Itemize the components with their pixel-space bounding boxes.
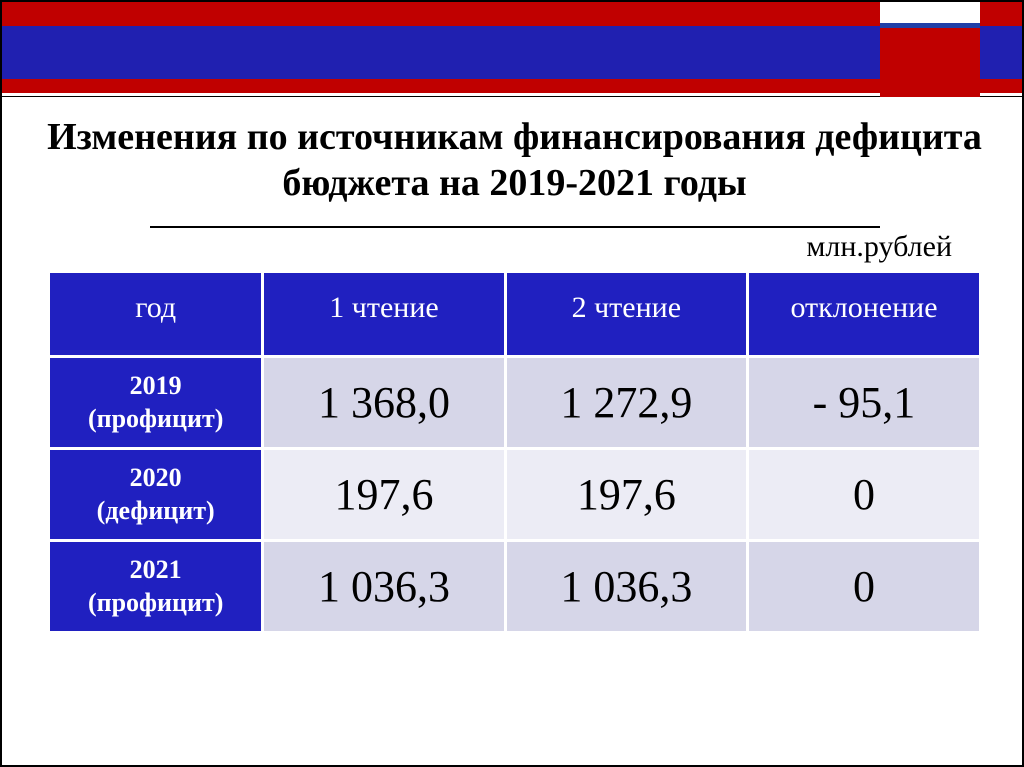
accent-red-block [880, 28, 980, 97]
cell-2021-r1: 1 036,3 [263, 541, 505, 633]
budget-table: год 1 чтение 2 чтение отклонение 2019 (п… [47, 270, 982, 634]
banner-red-bottom [2, 79, 1022, 93]
content-area: Изменения по источникам финансирования д… [2, 97, 1022, 664]
col-header-reading1: 1 чтение [263, 272, 505, 357]
unit-label: млн.рублей [47, 230, 982, 264]
slide-container: Изменения по источникам финансирования д… [0, 0, 1024, 767]
col-header-year: год [49, 272, 263, 357]
table-row: 2020 (дефицит) 197,6 197,6 0 [49, 449, 981, 541]
banner-blue-mid [2, 26, 1022, 79]
row-note: (профицит) [88, 588, 223, 617]
cell-2021-r2: 1 036,3 [505, 541, 747, 633]
cell-2020-r2: 197,6 [505, 449, 747, 541]
page-title: Изменения по источникам финансирования д… [47, 115, 982, 206]
unit-wrap: млн.рублей [47, 226, 982, 264]
row-label-2021: 2021 (профицит) [49, 541, 263, 633]
table-row: 2019 (профицит) 1 368,0 1 272,9 - 95,1 [49, 357, 981, 449]
table-header-row: год 1 чтение 2 чтение отклонение [49, 272, 981, 357]
row-label-2019: 2019 (профицит) [49, 357, 263, 449]
cell-2019-dev: - 95,1 [747, 357, 980, 449]
row-note: (профицит) [88, 404, 223, 433]
row-year: 2021 [130, 555, 182, 584]
banner-accent [880, 2, 980, 97]
row-label-2020: 2020 (дефицит) [49, 449, 263, 541]
table-row: 2021 (профицит) 1 036,3 1 036,3 0 [49, 541, 981, 633]
accent-white [880, 2, 980, 23]
row-note: (дефицит) [97, 496, 215, 525]
col-header-reading2: 2 чтение [505, 272, 747, 357]
cell-2019-r2: 1 272,9 [505, 357, 747, 449]
cell-2019-r1: 1 368,0 [263, 357, 505, 449]
row-year: 2019 [130, 371, 182, 400]
col-header-deviation: отклонение [747, 272, 980, 357]
divider-line [150, 226, 880, 228]
cell-2020-dev: 0 [747, 449, 980, 541]
cell-2021-dev: 0 [747, 541, 980, 633]
banner-red-top [2, 2, 1022, 26]
row-year: 2020 [130, 463, 182, 492]
cell-2020-r1: 197,6 [263, 449, 505, 541]
banner [2, 2, 1022, 97]
